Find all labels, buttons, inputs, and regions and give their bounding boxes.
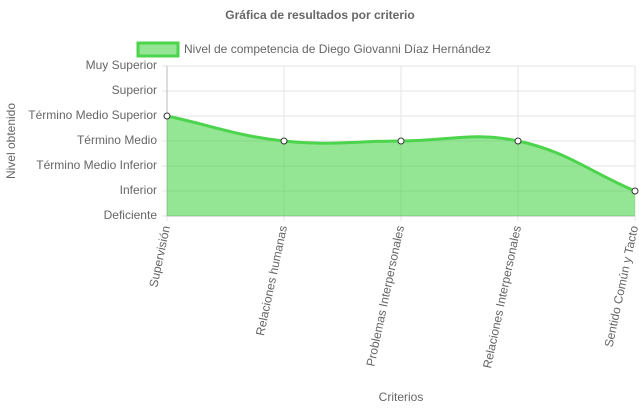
y-tick-label: Muy Superior [86, 58, 157, 72]
x-tick-label: Sentido Común y Tacto [602, 224, 639, 348]
point [163, 112, 171, 120]
point [631, 187, 639, 195]
y-tick-label: Deficiente [104, 208, 158, 222]
x-tick-label: Relaciones Interpersonales [480, 224, 524, 369]
point [397, 137, 405, 145]
y-tick-label: Superior [112, 83, 157, 97]
legend-label: Nivel de competencia de Diego Giovanni D… [184, 42, 491, 56]
y-tick-label: Término Medio [77, 133, 157, 147]
y-tick-label: Término Medio Superior [28, 108, 157, 122]
y-tick-label: Inferior [120, 183, 157, 197]
x-axis-title: Criterios [379, 390, 424, 404]
x-tick-label: Relaciones humanas [253, 224, 290, 337]
y-axis-title: Nivel obtenido [4, 103, 18, 179]
y-tick-label: Término Medio Inferior [36, 158, 157, 172]
legend-swatch [136, 41, 180, 58]
x-tick-label: Problemas Interpersonales [364, 224, 408, 367]
point [280, 137, 288, 145]
chart-title: Gráfica de resultados por criterio [225, 8, 414, 22]
point [514, 137, 522, 145]
x-tick-label: Supervisión [146, 224, 173, 288]
